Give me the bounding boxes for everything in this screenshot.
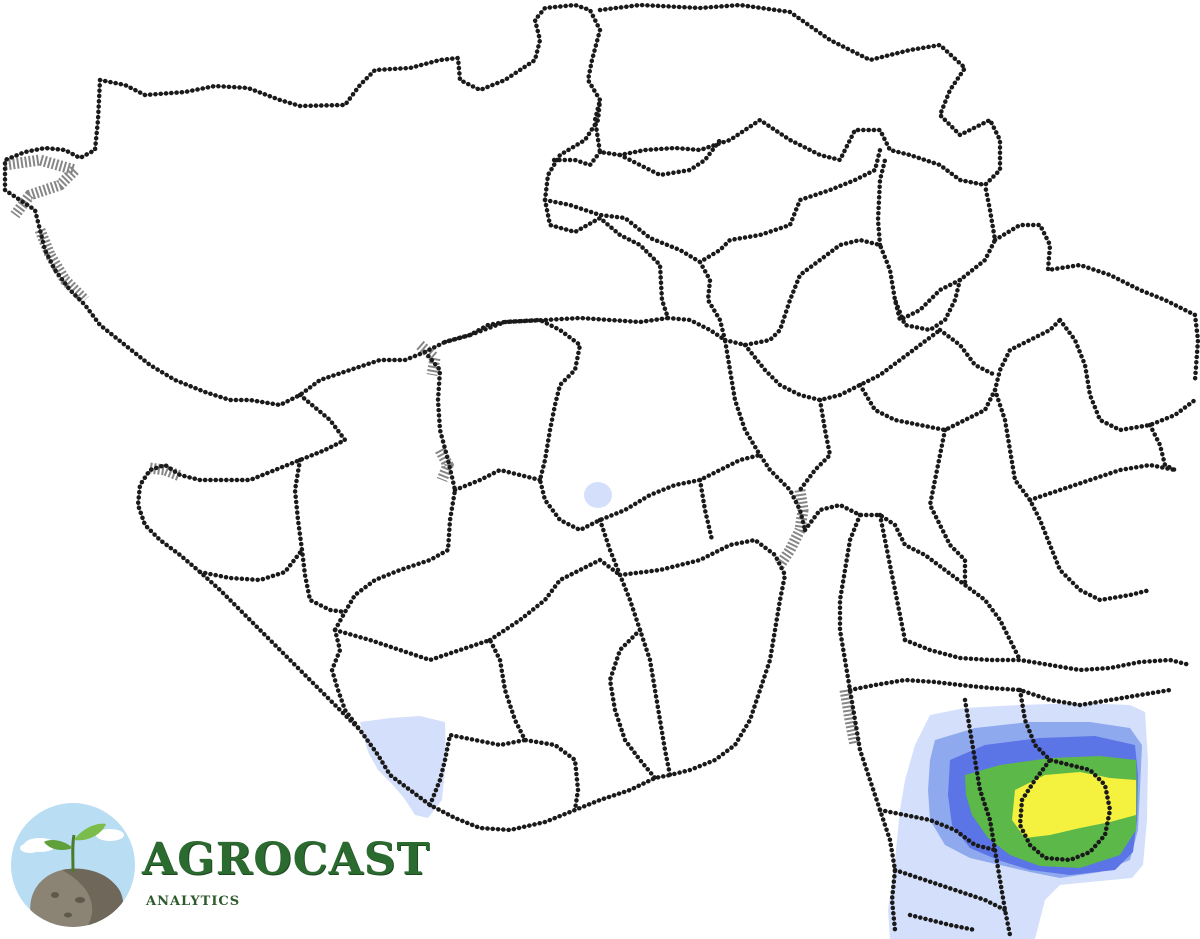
rain-patch-light-south — [955, 884, 1000, 900]
sprout-on-rock-logo-icon — [11, 803, 135, 927]
boundary-kutch — [4, 4, 669, 406]
gulf-marsh — [4, 154, 89, 304]
brand-logo: AGROCAST ANALYTICS — [10, 800, 430, 930]
brand-name: AGROCAST — [142, 834, 431, 885]
rain-patch-light-center — [584, 482, 612, 508]
brand-subtitle: ANALYTICS — [146, 894, 241, 909]
rainfall-overlay — [360, 482, 1148, 939]
rain-patch-light-saurashtra — [360, 716, 446, 818]
